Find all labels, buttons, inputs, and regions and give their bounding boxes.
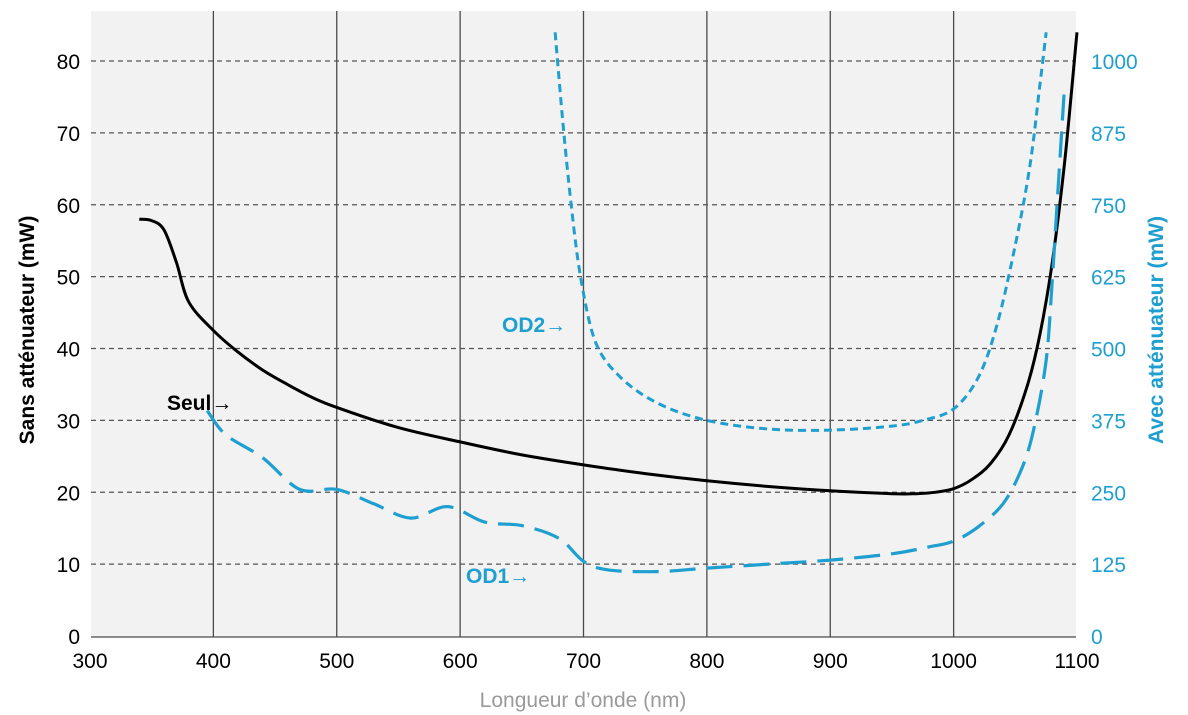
y-right-tick-label: 1000: [1091, 51, 1138, 74]
x-tick-label: 600: [443, 650, 478, 673]
x-tick-label: 300: [72, 650, 107, 673]
y-axis-left-title: Sans atténuateur (mW): [16, 216, 39, 445]
tick-labels: 300 400 500 600 700 800 900 1000 110001020304050…: [57, 51, 1138, 673]
y-left-tick-label: 60: [57, 195, 80, 218]
y-right-tick-label: 250: [1091, 482, 1126, 505]
y-left-tick-label: 80: [57, 51, 80, 74]
y-right-tick-label: 625: [1091, 267, 1126, 290]
grid: [91, 11, 1076, 638]
y-axis-right-title: Avec atténuateur (mW): [1145, 216, 1168, 444]
x-tick-label: 400: [196, 650, 231, 673]
y-right-tick-label: 750: [1091, 195, 1126, 218]
y-right-tick-label: 875: [1091, 123, 1126, 146]
x-tick-label: 1100: [1054, 650, 1099, 673]
annotation-seul: Seul→: [167, 392, 232, 415]
y-right-tick-label: 0: [1091, 626, 1103, 649]
series-line-seul: [139, 32, 1079, 496]
y-right-tick-label: 500: [1091, 339, 1126, 362]
y-right-tick-label: 125: [1091, 554, 1126, 577]
annotation-od2: OD2→: [502, 314, 566, 337]
y-left-tick-label: 30: [57, 410, 80, 433]
y-left-tick-label: 0: [68, 626, 80, 649]
x-tick-label: 500: [319, 650, 354, 673]
x-axis-title: Longueur d’onde (nm): [480, 689, 687, 712]
x-tick-label: 800: [689, 650, 724, 673]
series-line-od2: [553, 32, 1048, 432]
x-tick-label: 1000: [930, 650, 977, 673]
y-left-tick-label: 10: [57, 554, 80, 577]
y-left-tick-label: 50: [57, 267, 80, 290]
y-left-tick-label: 40: [57, 339, 80, 362]
annotation-od1: OD1→: [466, 565, 530, 588]
y-left-tick-label: 70: [57, 123, 80, 146]
x-tick-label: 700: [566, 650, 601, 673]
x-tick-label: 900: [813, 650, 848, 673]
series-layer: [139, 32, 1079, 574]
y-right-tick-label: 375: [1091, 410, 1126, 433]
series-line-od1: [205, 83, 1067, 574]
y-left-tick-label: 20: [57, 482, 80, 505]
